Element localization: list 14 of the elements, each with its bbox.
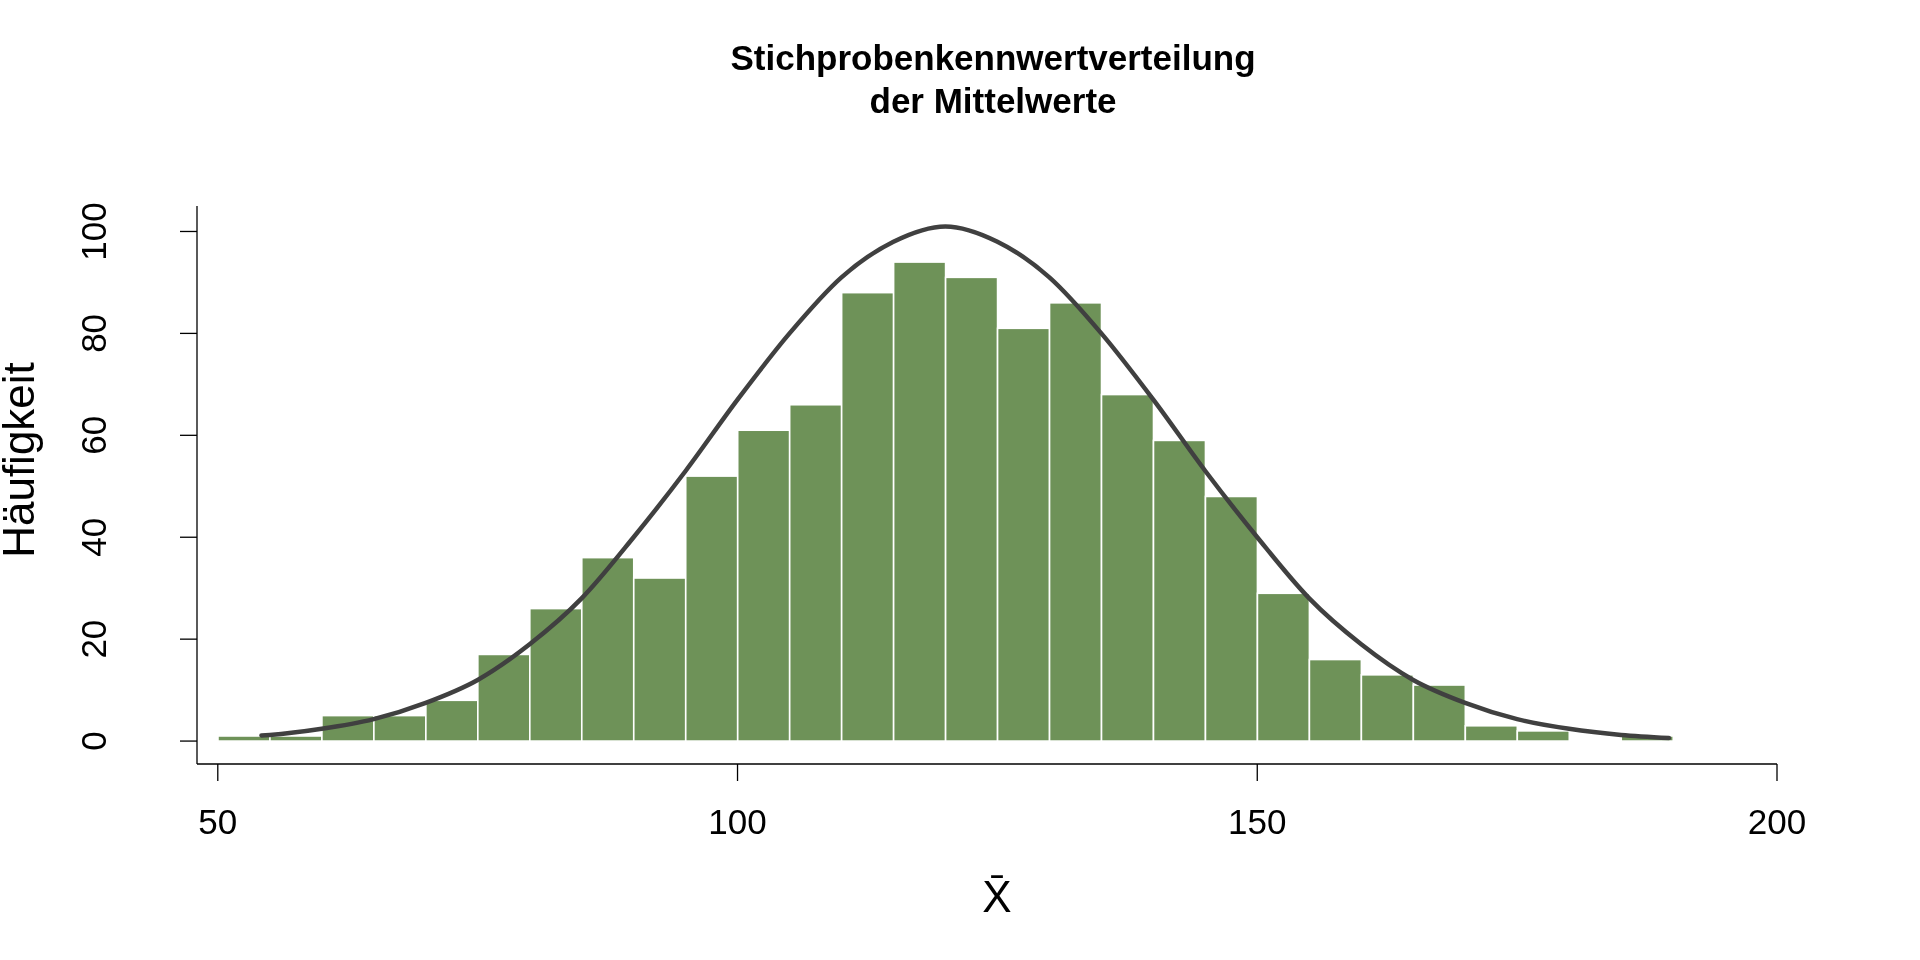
x-tick-label: 150 <box>1228 802 1287 841</box>
x-tick-label: 50 <box>198 802 238 841</box>
y-tick-label: 100 <box>74 202 113 261</box>
x-axis-title: X̄ <box>982 872 1012 921</box>
y-tick-label: 80 <box>74 313 113 353</box>
y-tick-label: 20 <box>74 619 113 659</box>
y-axis-title: Häufigkeit <box>0 362 43 558</box>
x-tick-label: 100 <box>708 802 767 841</box>
y-tick-label: 0 <box>74 731 113 751</box>
y-tick-label: 40 <box>74 517 113 557</box>
line-series <box>259 224 1672 741</box>
chart-title: Stichprobenkennwertverteilung der Mittelwerte <box>729 37 1257 122</box>
y-tick-label: 60 <box>74 415 113 455</box>
x-tick-label: 200 <box>1747 802 1807 841</box>
